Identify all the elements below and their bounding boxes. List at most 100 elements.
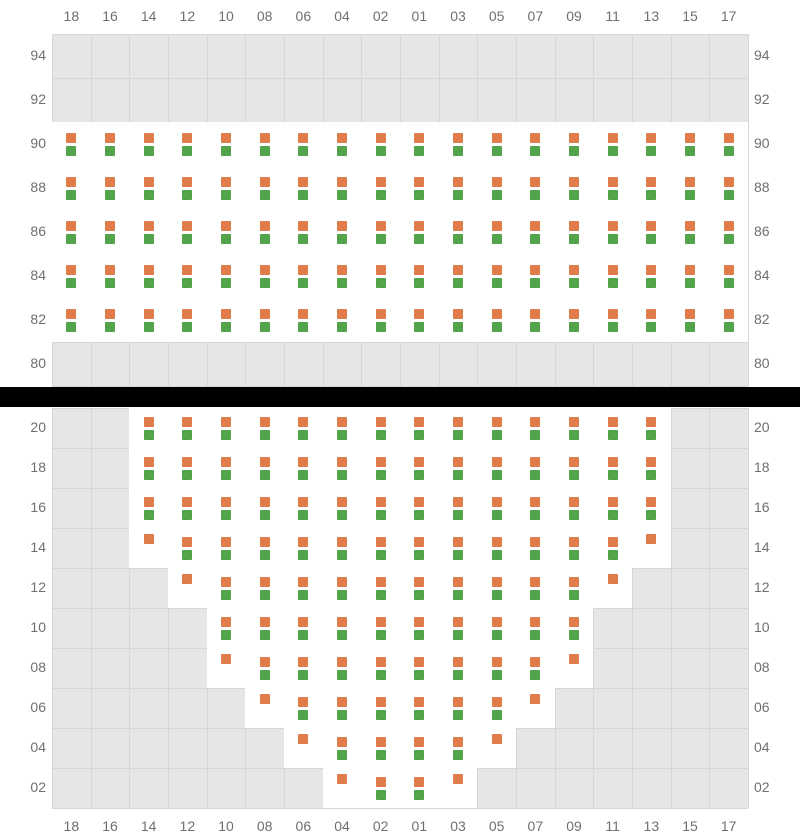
seat-cell[interactable]: [439, 568, 478, 608]
seat-cell[interactable]: [168, 408, 207, 448]
seat-cell[interactable]: [168, 488, 207, 528]
seat-cell[interactable]: [400, 408, 439, 448]
seat-cell[interactable]: [91, 298, 130, 342]
seat-cell[interactable]: [361, 122, 400, 166]
seat-cell[interactable]: [323, 210, 362, 254]
seat-cell[interactable]: [129, 488, 168, 528]
seat-cell[interactable]: [91, 122, 130, 166]
seat-cell[interactable]: [477, 122, 516, 166]
seat-cell[interactable]: [245, 210, 284, 254]
seat-cell[interactable]: [516, 528, 555, 568]
seat-cell[interactable]: [207, 254, 246, 298]
seat-cell[interactable]: [245, 528, 284, 568]
seat-cell[interactable]: [168, 298, 207, 342]
seat-cell[interactable]: [671, 166, 710, 210]
seat-cell[interactable]: [245, 608, 284, 648]
seat-cell[interactable]: [477, 608, 516, 648]
seat-cell[interactable]: [439, 408, 478, 448]
seat-cell[interactable]: [477, 166, 516, 210]
seat-cell[interactable]: [400, 688, 439, 728]
seat-cell[interactable]: [129, 448, 168, 488]
seat-cell[interactable]: [284, 298, 323, 342]
seat-cell[interactable]: [207, 528, 246, 568]
seat-cell[interactable]: [555, 648, 594, 688]
seat-cell[interactable]: [400, 728, 439, 768]
seat-cell[interactable]: [400, 768, 439, 808]
seat-cell[interactable]: [323, 528, 362, 568]
seat-cell[interactable]: [516, 166, 555, 210]
seat-cell[interactable]: [593, 568, 632, 608]
seat-cell[interactable]: [555, 210, 594, 254]
seat-cell[interactable]: [400, 122, 439, 166]
seat-cell[interactable]: [632, 254, 671, 298]
seat-cell[interactable]: [129, 528, 168, 568]
seat-cell[interactable]: [284, 728, 323, 768]
seat-cell[interactable]: [129, 254, 168, 298]
seat-cell[interactable]: [168, 448, 207, 488]
seat-cell[interactable]: [439, 648, 478, 688]
seat-cell[interactable]: [400, 448, 439, 488]
seat-cell[interactable]: [516, 448, 555, 488]
seat-cell[interactable]: [593, 448, 632, 488]
seat-cell[interactable]: [439, 210, 478, 254]
seat-cell[interactable]: [593, 122, 632, 166]
seat-cell[interactable]: [477, 408, 516, 448]
seat-cell[interactable]: [361, 728, 400, 768]
seat-cell[interactable]: [516, 210, 555, 254]
seat-cell[interactable]: [477, 688, 516, 728]
seat-cell[interactable]: [207, 210, 246, 254]
seat-cell[interactable]: [439, 298, 478, 342]
seat-cell[interactable]: [400, 254, 439, 298]
seat-cell[interactable]: [245, 688, 284, 728]
seat-cell[interactable]: [709, 122, 748, 166]
seat-cell[interactable]: [361, 688, 400, 728]
seat-cell[interactable]: [477, 648, 516, 688]
seat-cell[interactable]: [207, 122, 246, 166]
seat-cell[interactable]: [555, 488, 594, 528]
seat-cell[interactable]: [400, 210, 439, 254]
seat-cell[interactable]: [284, 648, 323, 688]
seat-cell[interactable]: [632, 528, 671, 568]
seat-cell[interactable]: [516, 608, 555, 648]
seat-cell[interactable]: [323, 166, 362, 210]
seat-cell[interactable]: [516, 298, 555, 342]
seat-cell[interactable]: [593, 488, 632, 528]
seat-cell[interactable]: [284, 448, 323, 488]
seat-cell[interactable]: [91, 166, 130, 210]
seat-cell[interactable]: [477, 254, 516, 298]
seat-cell[interactable]: [555, 408, 594, 448]
seat-cell[interactable]: [245, 568, 284, 608]
seat-cell[interactable]: [477, 568, 516, 608]
seat-cell[interactable]: [709, 254, 748, 298]
seat-cell[interactable]: [323, 122, 362, 166]
seat-cell[interactable]: [52, 166, 91, 210]
seat-cell[interactable]: [323, 568, 362, 608]
seat-cell[interactable]: [207, 166, 246, 210]
seat-cell[interactable]: [323, 768, 362, 808]
seat-cell[interactable]: [400, 648, 439, 688]
seat-cell[interactable]: [632, 448, 671, 488]
seat-cell[interactable]: [52, 122, 91, 166]
seat-cell[interactable]: [207, 568, 246, 608]
seat-cell[interactable]: [555, 568, 594, 608]
seat-cell[interactable]: [207, 298, 246, 342]
seat-cell[interactable]: [129, 210, 168, 254]
seat-cell[interactable]: [245, 488, 284, 528]
seat-cell[interactable]: [400, 298, 439, 342]
seat-cell[interactable]: [245, 298, 284, 342]
seat-cell[interactable]: [555, 122, 594, 166]
seat-cell[interactable]: [245, 448, 284, 488]
seat-cell[interactable]: [168, 166, 207, 210]
seat-cell[interactable]: [671, 210, 710, 254]
seat-cell[interactable]: [168, 254, 207, 298]
seat-cell[interactable]: [516, 688, 555, 728]
seat-cell[interactable]: [361, 166, 400, 210]
seat-cell[interactable]: [91, 254, 130, 298]
seat-cell[interactable]: [207, 608, 246, 648]
seat-cell[interactable]: [284, 408, 323, 448]
seat-cell[interactable]: [439, 448, 478, 488]
seat-cell[interactable]: [245, 648, 284, 688]
seat-cell[interactable]: [245, 122, 284, 166]
seat-cell[interactable]: [323, 298, 362, 342]
seat-cell[interactable]: [439, 528, 478, 568]
